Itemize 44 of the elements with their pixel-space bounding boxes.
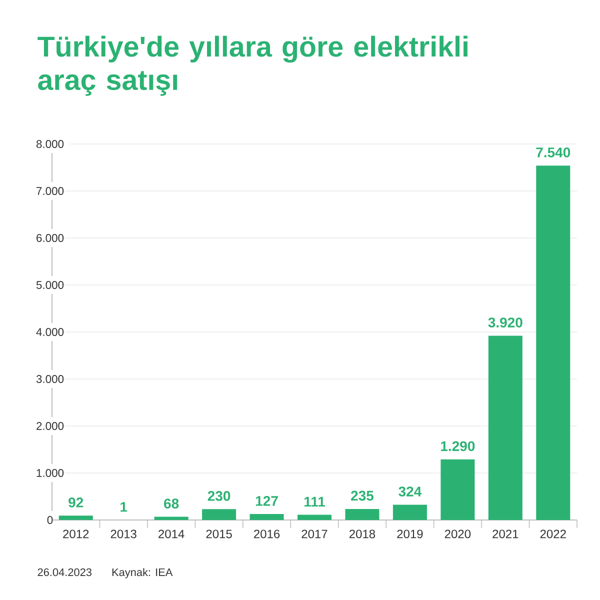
y-tick-label: 0 [47, 516, 53, 524]
bar [392, 504, 427, 520]
y-tick-label: 2.000 [36, 422, 64, 430]
bar [440, 459, 475, 520]
text: Kaynak: IEA [112, 568, 173, 578]
y-tick-label: 7.000 [36, 187, 64, 195]
data-label: 1 [120, 502, 128, 512]
bar [250, 514, 284, 520]
bar [345, 508, 380, 520]
bar [298, 514, 332, 520]
x-tick-label: 2020 [444, 530, 471, 538]
x-tick-label: 2018 [349, 530, 376, 538]
x-tick-label: 2017 [302, 530, 328, 538]
x-tick-label: 2016 [254, 530, 280, 538]
y-tick-label: 6.000 [36, 234, 64, 242]
text: 26.04.2023 [38, 568, 92, 576]
y-tick-label: 3.000 [36, 375, 64, 383]
bar [536, 166, 570, 520]
y-tick-label: 1.000 [36, 469, 64, 477]
x-tick-label: 2014 [158, 530, 184, 538]
data-label: 127 [256, 496, 278, 506]
data-label: 230 [208, 491, 230, 501]
x-tick-label: 2022 [540, 530, 566, 538]
data-label: 7.540 [536, 147, 570, 158]
data-label: 235 [351, 490, 374, 501]
bar [154, 516, 188, 520]
data-label: 324 [398, 486, 422, 497]
y-tick-label: 4.000 [36, 328, 64, 336]
x-tick-label: 2015 [206, 530, 232, 538]
x-tick-label: 2019 [397, 530, 423, 538]
bar [58, 516, 93, 520]
data-label: 1.290 [441, 441, 475, 452]
data-label: 92 [68, 498, 84, 508]
data-label: 3.920 [488, 318, 522, 328]
x-tick-label: 2013 [110, 530, 136, 538]
chart-title: Türkiye'de yıllara göre elektrikli araç satışı [38, 36, 468, 96]
y-tick-label: 5.000 [36, 281, 64, 289]
x-tick-label: 2012 [63, 530, 89, 538]
data-label: 68 [164, 498, 179, 509]
y-tick-label: 8.000 [36, 140, 64, 148]
bar [488, 336, 522, 520]
x-tick-label: 2021 [492, 530, 518, 538]
bar [202, 509, 236, 520]
data-label: 111 [304, 496, 326, 507]
